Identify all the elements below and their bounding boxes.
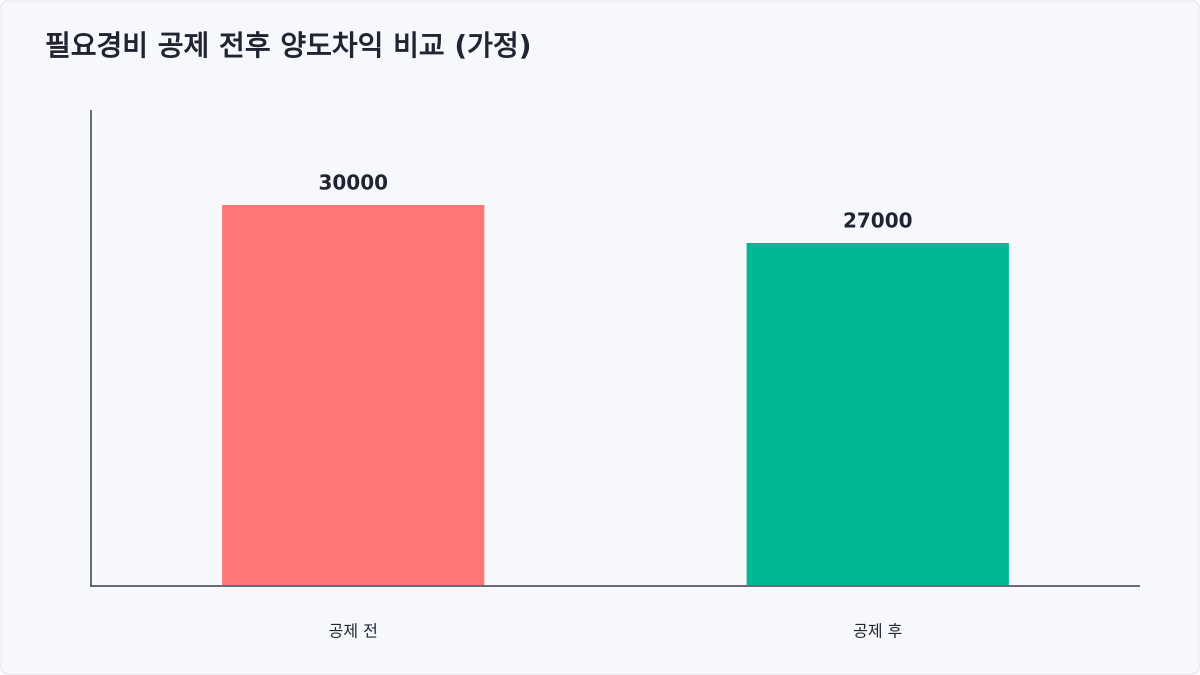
bar bbox=[746, 243, 1009, 585]
chart-title: 필요경비 공제 전후 양도차익 비교 (가정) bbox=[45, 29, 532, 62]
data-label: 27000 bbox=[843, 209, 913, 233]
x-tick-label: 공제 후 bbox=[853, 622, 902, 641]
bar bbox=[222, 205, 485, 585]
x-tick-label: 공제 전 bbox=[329, 622, 378, 641]
data-label: 30000 bbox=[318, 171, 388, 195]
